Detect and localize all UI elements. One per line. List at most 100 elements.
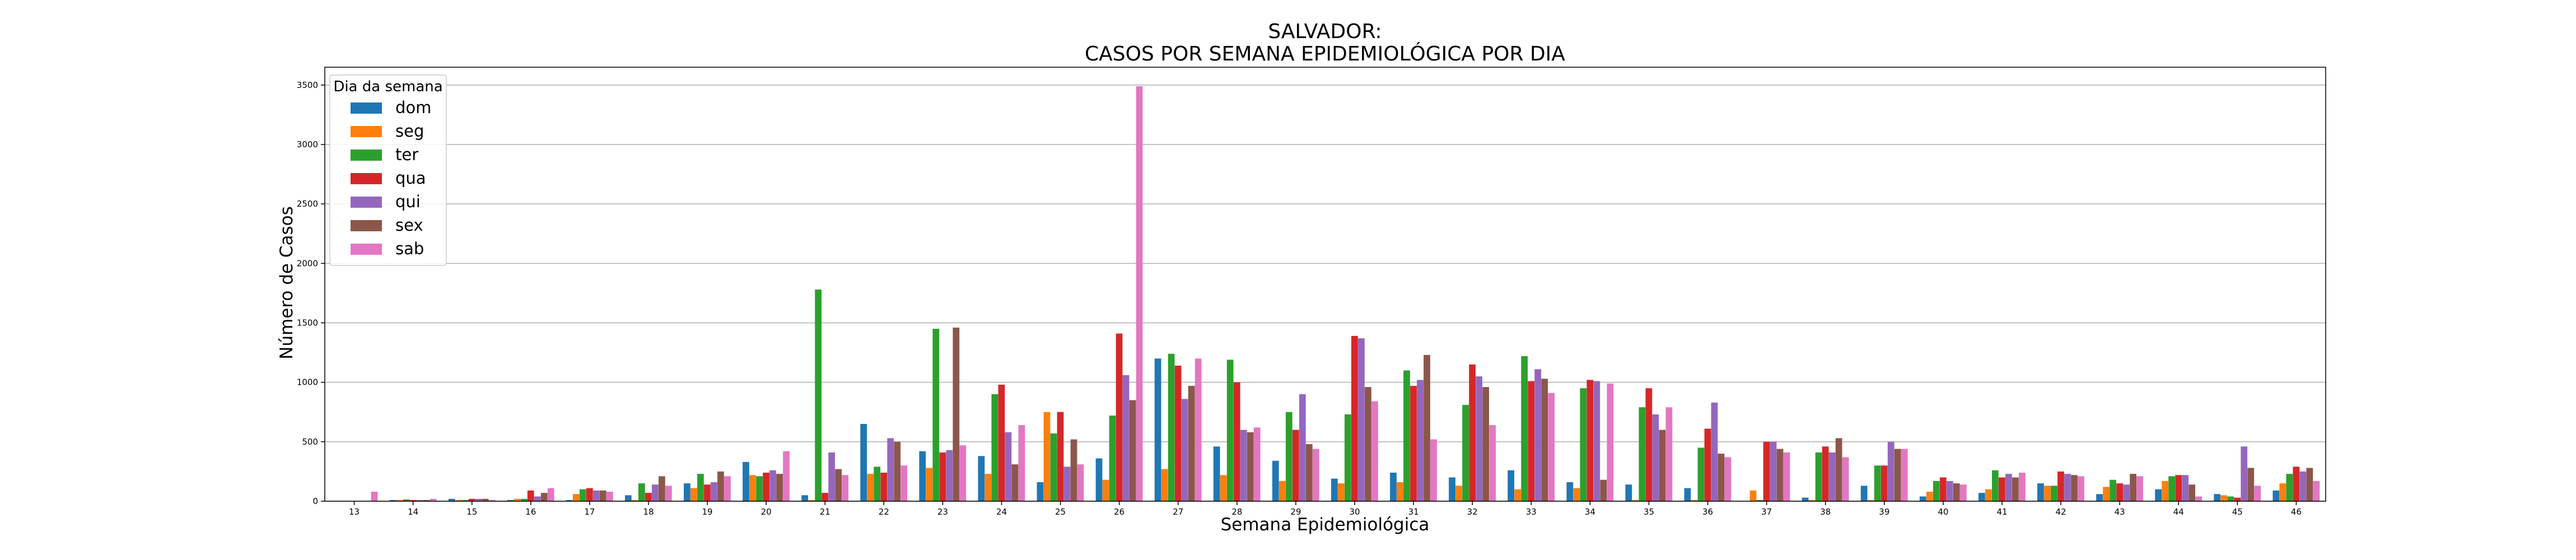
bar-qui-40 xyxy=(1946,480,1953,501)
y-axis-label: Número de Casos xyxy=(277,206,297,360)
bar-sex-18 xyxy=(659,476,665,501)
x-tick-label: 39 xyxy=(1879,507,1889,517)
bar-dom-14 xyxy=(389,500,396,501)
bar-qui-19 xyxy=(711,482,717,501)
bar-ter-33 xyxy=(1521,356,1528,501)
x-tick-label: 20 xyxy=(761,507,772,517)
bar-seg-23 xyxy=(926,468,933,501)
bar-ter-22 xyxy=(874,466,881,501)
x-tick-label: 28 xyxy=(1231,507,1242,517)
bar-dom-45 xyxy=(2214,494,2221,501)
bar-sex-29 xyxy=(1305,444,1313,501)
bar-sex-34 xyxy=(1600,479,1607,501)
bar-seg-40 xyxy=(1926,492,1933,501)
bar-sab-44 xyxy=(2195,496,2202,501)
axes: 0 500 1000 1500 2000 2500 3000 3500 13 14 15 16 17 18… xyxy=(297,67,2326,517)
x-tick-label: 22 xyxy=(879,507,889,517)
bar-ter-40 xyxy=(1933,480,1940,501)
bar-qua-39 xyxy=(1880,465,1888,501)
x-tick-label: 21 xyxy=(820,507,830,517)
legend-box xyxy=(329,74,447,266)
bar-seg-46 xyxy=(2279,483,2286,501)
bar-dom-15 xyxy=(448,498,455,501)
bar-sab-27 xyxy=(1194,358,1202,501)
bar-sex-30 xyxy=(1365,387,1371,501)
bar-sab-33 xyxy=(1548,393,1555,501)
legend-swatch-qua xyxy=(351,173,382,184)
bar-seg-22 xyxy=(867,474,874,501)
bar-dom-30 xyxy=(1331,478,1338,501)
bar-ter-34 xyxy=(1580,388,1587,501)
bar-qui-38 xyxy=(1828,452,1836,501)
bar-ter-21 xyxy=(815,290,822,501)
bar-seg-19 xyxy=(690,488,697,501)
bar-dom-40 xyxy=(1919,496,1926,501)
bar-qui-28 xyxy=(1240,430,1247,501)
bar-dom-33 xyxy=(1508,470,1515,501)
bar-qua-19 xyxy=(704,484,711,501)
bar-ter-30 xyxy=(1345,414,1351,501)
bar-qui-17 xyxy=(592,490,600,501)
bar-qua-40 xyxy=(1939,477,1947,501)
bar-sab-45 xyxy=(2254,486,2261,501)
bar-qua-21 xyxy=(822,493,829,501)
bar-sex-23 xyxy=(953,328,960,501)
bar-qui-31 xyxy=(1417,380,1424,501)
bar-sab-19 xyxy=(724,476,731,501)
x-tick-label: 16 xyxy=(525,507,536,517)
bar-sab-30 xyxy=(1371,401,1378,501)
bar-sab-46 xyxy=(2313,480,2320,501)
x-tick-label: 42 xyxy=(2056,507,2066,517)
bar-qui-18 xyxy=(651,484,659,501)
legend-label-dom: dom xyxy=(395,98,431,117)
legend-label-qui: qui xyxy=(395,192,421,211)
bar-sab-31 xyxy=(1430,439,1437,501)
bar-qui-23 xyxy=(946,450,953,501)
x-tick-label: 36 xyxy=(1702,507,1713,517)
bar-ter-29 xyxy=(1285,412,1292,501)
bar-seg-20 xyxy=(749,475,756,501)
bar-qui-42 xyxy=(2064,474,2071,501)
bar-ter-42 xyxy=(2051,486,2057,501)
bar-ter-16 xyxy=(520,498,528,501)
chart-subtitle: CASOS POR SEMANA EPIDEMIOLÓGICA POR DIA xyxy=(1085,42,1565,66)
bar-qui-29 xyxy=(1299,394,1306,501)
bar-sex-41 xyxy=(2012,477,2019,501)
bar-qua-46 xyxy=(2293,466,2300,501)
bar-seg-26 xyxy=(1102,479,1109,501)
bar-sex-19 xyxy=(717,471,724,501)
bar-dom-18 xyxy=(624,495,632,501)
bar-seg-21 xyxy=(808,500,815,501)
bar-qui-26 xyxy=(1122,375,1130,501)
bar-sex-20 xyxy=(776,474,783,501)
bar-qua-44 xyxy=(2175,475,2182,501)
bar-sab-22 xyxy=(900,465,908,501)
x-tick-label: 15 xyxy=(466,507,477,517)
bar-dom-41 xyxy=(1978,493,1985,501)
bar-sex-46 xyxy=(2306,468,2313,501)
bar-qua-43 xyxy=(2116,483,2123,501)
bar-sex-28 xyxy=(1247,432,1254,501)
y-tick-label: 2500 xyxy=(297,199,318,209)
bar-sex-43 xyxy=(2130,474,2136,501)
bar-qua-23 xyxy=(939,452,946,501)
bar-seg-25 xyxy=(1043,412,1051,501)
bar-qui-21 xyxy=(828,452,836,501)
bar-qua-29 xyxy=(1292,430,1299,501)
bar-ter-17 xyxy=(579,489,586,501)
bar-dom-38 xyxy=(1802,497,1809,501)
bar-qui-36 xyxy=(1711,402,1718,501)
bar-qui-15 xyxy=(475,498,482,501)
bar-sab-41 xyxy=(2019,473,2026,501)
bar-qui-20 xyxy=(769,470,776,501)
bar-dom-17 xyxy=(566,500,573,501)
bar-seg-14 xyxy=(396,500,403,501)
bar-sab-20 xyxy=(783,451,790,501)
bar-dom-42 xyxy=(2037,483,2044,501)
x-tick-label: 37 xyxy=(1761,507,1772,517)
bar-sab-37 xyxy=(1783,452,1790,501)
legend-swatch-sab xyxy=(351,244,382,255)
bar-sex-25 xyxy=(1070,439,1077,501)
bar-qui-27 xyxy=(1181,399,1188,501)
bar-dom-29 xyxy=(1272,460,1279,501)
